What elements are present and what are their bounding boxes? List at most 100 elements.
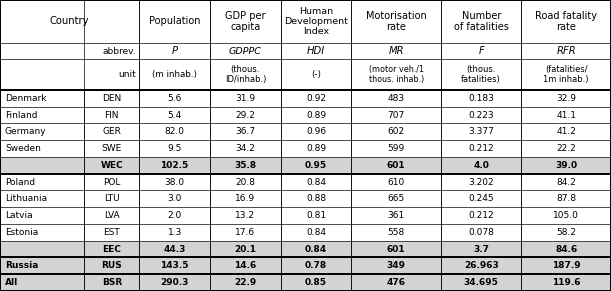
Bar (139, 207, 210, 224)
Bar (139, 90, 210, 107)
Bar (210, 241, 280, 258)
Bar (441, 224, 521, 241)
Text: 38.0: 38.0 (164, 178, 185, 187)
Text: 0.89: 0.89 (306, 111, 326, 120)
Text: 602: 602 (388, 127, 405, 136)
Text: HDI: HDI (307, 46, 325, 56)
Text: 0.89: 0.89 (306, 144, 326, 153)
Bar (521, 207, 611, 224)
Bar (441, 241, 521, 258)
Bar (84, 241, 139, 258)
Text: LVA: LVA (104, 211, 120, 220)
Bar (139, 190, 210, 207)
Bar (210, 43, 280, 59)
Bar (441, 90, 521, 107)
Text: 599: 599 (387, 144, 405, 153)
Text: 22.9: 22.9 (234, 278, 257, 287)
Bar (0, 207, 84, 224)
Text: 20.8: 20.8 (235, 178, 255, 187)
Text: RFR: RFR (556, 46, 576, 56)
Bar (84, 224, 139, 241)
Bar (139, 43, 210, 59)
Text: 58.2: 58.2 (556, 228, 576, 237)
Text: 665: 665 (387, 194, 405, 203)
Bar (0, 258, 84, 274)
Bar (521, 274, 611, 291)
Bar (0, 107, 84, 123)
Bar (351, 123, 441, 140)
Bar (139, 140, 210, 157)
Text: 0.212: 0.212 (469, 211, 494, 220)
Text: 44.3: 44.3 (164, 245, 186, 254)
Text: POL: POL (103, 178, 120, 187)
Text: 16.9: 16.9 (235, 194, 255, 203)
Text: (thous.
ID/inhab.): (thous. ID/inhab.) (225, 65, 266, 84)
Bar (280, 140, 351, 157)
Text: 39.0: 39.0 (555, 161, 577, 170)
Bar (0, 190, 84, 207)
Bar (280, 241, 351, 258)
Text: 361: 361 (387, 211, 405, 220)
Text: 5.4: 5.4 (167, 111, 181, 120)
Bar (351, 241, 441, 258)
Text: 84.6: 84.6 (555, 245, 577, 254)
Text: 0.212: 0.212 (469, 144, 494, 153)
Text: Poland: Poland (5, 178, 35, 187)
Text: BSR: BSR (102, 278, 122, 287)
Text: Germany: Germany (5, 127, 46, 136)
Text: 0.92: 0.92 (306, 94, 326, 103)
Bar (139, 123, 210, 140)
Bar (521, 157, 611, 174)
Bar (0, 90, 84, 107)
Text: Motorisation
rate: Motorisation rate (366, 11, 426, 32)
Text: 3.377: 3.377 (468, 127, 494, 136)
Bar (351, 258, 441, 274)
Text: 87.8: 87.8 (556, 194, 576, 203)
Bar (139, 157, 210, 174)
Bar (84, 140, 139, 157)
Text: GDPPC: GDPPC (229, 47, 262, 56)
Bar (441, 140, 521, 157)
Bar (210, 140, 280, 157)
Text: 84.2: 84.2 (556, 178, 576, 187)
Text: Number
of fatalities: Number of fatalities (454, 11, 508, 32)
Bar (280, 43, 351, 59)
Bar (139, 224, 210, 241)
Text: F: F (478, 46, 484, 56)
Bar (0, 174, 84, 190)
Bar (139, 274, 210, 291)
Text: (m inhab.): (m inhab.) (152, 70, 197, 79)
Bar (84, 90, 139, 107)
Text: 143.5: 143.5 (161, 261, 189, 270)
Text: 290.3: 290.3 (161, 278, 189, 287)
Text: 41.2: 41.2 (556, 127, 576, 136)
Bar (210, 107, 280, 123)
Text: 610: 610 (387, 178, 405, 187)
Bar (441, 43, 521, 59)
Bar (0, 59, 139, 90)
Text: 187.9: 187.9 (552, 261, 580, 270)
Bar (351, 107, 441, 123)
Bar (441, 258, 521, 274)
Bar (210, 59, 280, 90)
Bar (280, 174, 351, 190)
Bar (0, 224, 84, 241)
Text: 483: 483 (388, 94, 405, 103)
Text: 0.223: 0.223 (469, 111, 494, 120)
Text: 0.85: 0.85 (305, 278, 327, 287)
Text: 0.078: 0.078 (468, 228, 494, 237)
Bar (139, 107, 210, 123)
Bar (280, 0, 351, 43)
Bar (351, 224, 441, 241)
Bar (280, 274, 351, 291)
Bar (139, 59, 210, 90)
Bar (0, 140, 84, 157)
Bar (210, 174, 280, 190)
Bar (139, 258, 210, 274)
Bar (351, 59, 441, 90)
Bar (280, 107, 351, 123)
Bar (441, 190, 521, 207)
Text: 102.5: 102.5 (161, 161, 189, 170)
Text: 34.695: 34.695 (464, 278, 499, 287)
Bar (351, 140, 441, 157)
